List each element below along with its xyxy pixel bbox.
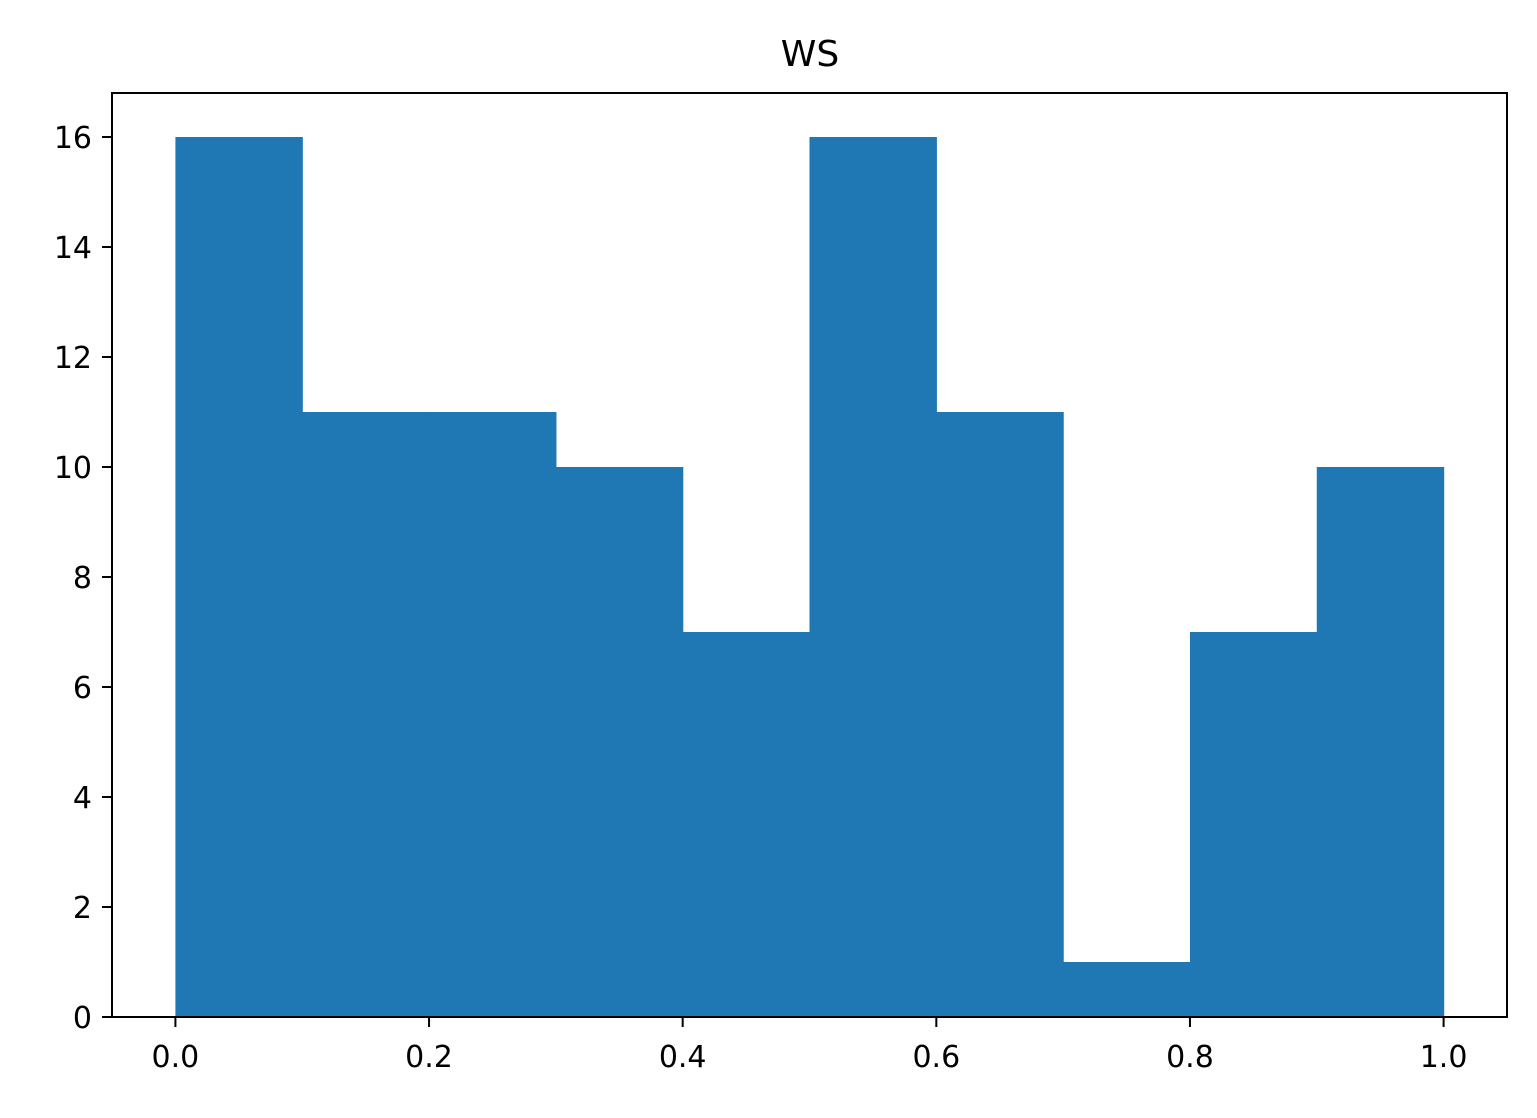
- y-axis-ticks: 0 2 4 6 8 10 12 14 16: [54, 121, 112, 1036]
- y-tick-label: 14: [54, 231, 92, 266]
- y-tick-label: 6: [73, 671, 92, 706]
- x-axis-ticks: 0.0 0.2 0.4 0.6 0.8 1.0: [152, 1017, 1468, 1075]
- bars-group: [175, 137, 1445, 1017]
- y-tick-label: 2: [73, 891, 92, 926]
- chart-title: WS: [781, 34, 839, 75]
- histogram-bar-2: [302, 412, 430, 1017]
- y-tick-label: 4: [73, 781, 92, 816]
- histogram-bar-1: [175, 137, 303, 1017]
- x-tick-label: 0.2: [405, 1040, 453, 1075]
- y-tick-label: 12: [54, 341, 92, 376]
- histogram-bar-10: [1316, 467, 1445, 1017]
- histogram-bar-3: [429, 412, 557, 1017]
- x-tick-label: 0.8: [1166, 1040, 1214, 1075]
- y-tick-label: 0: [73, 1001, 92, 1036]
- histogram-bar-7: [936, 412, 1064, 1017]
- plot-area-frame: [111, 92, 1508, 1018]
- histogram-bar-6: [809, 137, 937, 1017]
- y-tick-label: 10: [54, 451, 92, 486]
- x-tick-label: 0.6: [912, 1040, 960, 1075]
- histogram-bar-8: [1063, 962, 1191, 1017]
- histogram-bar-9: [1189, 632, 1318, 1017]
- histogram-bar-4: [555, 467, 684, 1017]
- x-tick-label: 1.0: [1420, 1040, 1468, 1075]
- histogram-bar-5: [682, 632, 811, 1017]
- y-tick-label: 8: [73, 561, 92, 596]
- y-tick-label: 16: [54, 121, 92, 156]
- x-tick-label: 0.0: [152, 1040, 200, 1075]
- x-tick-label: 0.4: [659, 1040, 707, 1075]
